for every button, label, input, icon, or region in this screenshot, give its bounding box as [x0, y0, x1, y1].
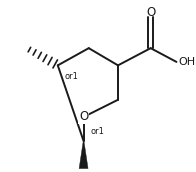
Text: O: O [146, 6, 155, 19]
Polygon shape [79, 141, 88, 169]
Text: OH: OH [178, 57, 195, 67]
Text: or1: or1 [91, 127, 104, 136]
Text: or1: or1 [65, 72, 79, 81]
Text: O: O [79, 110, 88, 123]
